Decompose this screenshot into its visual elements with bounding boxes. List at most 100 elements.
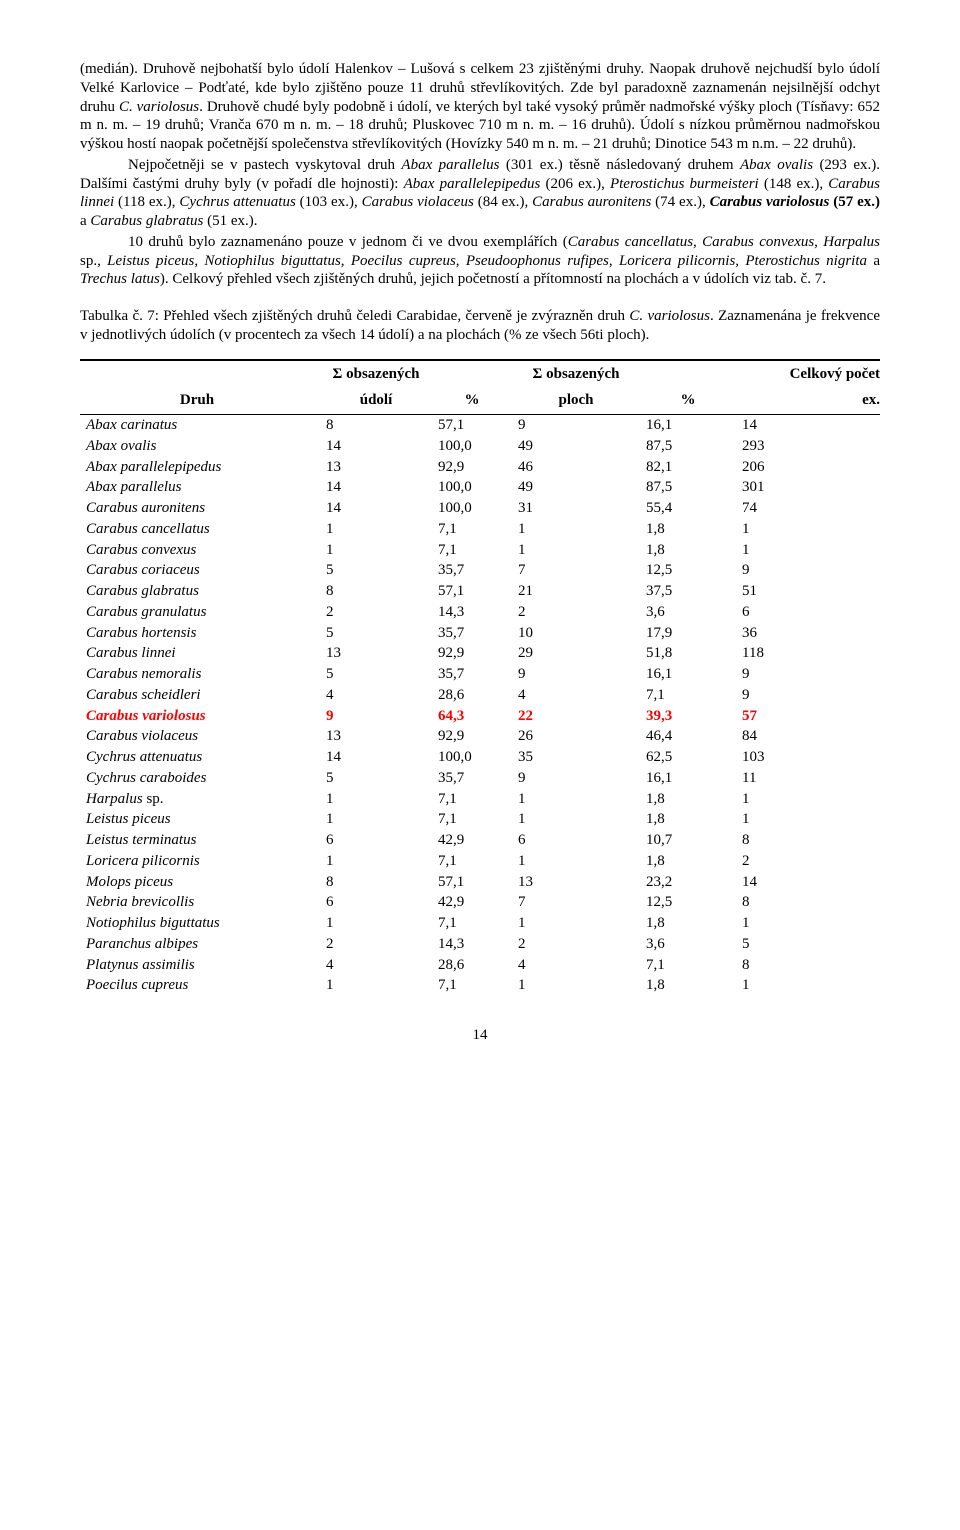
cell-value: 1,8 bbox=[640, 789, 736, 810]
cell-species: Abax parallelus bbox=[80, 477, 320, 498]
th-sum-udoli-2: údolí bbox=[320, 387, 432, 414]
cell-species: Abax ovalis bbox=[80, 436, 320, 457]
table-row: Cychrus attenuatus14100,03562,5103 bbox=[80, 747, 880, 768]
cell-species: Abax parallelepipedus bbox=[80, 457, 320, 478]
cell-value: 7 bbox=[512, 892, 640, 913]
cell-value: 14 bbox=[736, 415, 880, 436]
paragraph-3: 10 druhů bylo zaznamenáno pouze v jednom… bbox=[80, 233, 880, 289]
cell-value: 293 bbox=[736, 436, 880, 457]
cell-value: 23,2 bbox=[640, 872, 736, 893]
cell-value: 92,9 bbox=[432, 457, 512, 478]
cell-value: 7,1 bbox=[432, 789, 512, 810]
cell-species: Carabus coriaceus bbox=[80, 560, 320, 581]
cell-value: 57,1 bbox=[432, 415, 512, 436]
species-list: Carabus cancellatus, Carabus convexus, H… bbox=[568, 234, 880, 250]
cell-value: 7,1 bbox=[640, 685, 736, 706]
cell-value: 7,1 bbox=[432, 519, 512, 540]
table-row: Nebria brevicollis642,9712,58 bbox=[80, 892, 880, 913]
cell-species: Carabus granulatus bbox=[80, 602, 320, 623]
th-pct2: % bbox=[640, 387, 736, 414]
table-body: Abax carinatus857,1916,114Abax ovalis141… bbox=[80, 415, 880, 997]
species-name: C. variolosus bbox=[629, 308, 710, 324]
cell-species: Carabus variolosus bbox=[80, 706, 320, 727]
cell-species: Leistus piceus bbox=[80, 809, 320, 830]
cell-value: 4 bbox=[320, 685, 432, 706]
cell-value: 1 bbox=[736, 975, 880, 996]
text: (148 ex.), bbox=[759, 176, 829, 192]
cell-value: 100,0 bbox=[432, 436, 512, 457]
species-name-highlight: Carabus variolosus bbox=[710, 194, 830, 210]
cell-value: 8 bbox=[736, 955, 880, 976]
cell-value: 10 bbox=[512, 623, 640, 644]
cell-value: 1 bbox=[736, 540, 880, 561]
text: (84 ex.), bbox=[474, 194, 532, 210]
cell-value: 301 bbox=[736, 477, 880, 498]
cell-value: 1 bbox=[320, 809, 432, 830]
cell-value: 9 bbox=[736, 560, 880, 581]
table-row: Abax carinatus857,1916,114 bbox=[80, 415, 880, 436]
cell-value: 16,1 bbox=[640, 768, 736, 789]
cell-value: 2 bbox=[512, 934, 640, 955]
species-name: Pterostichus burmeisteri bbox=[610, 176, 759, 192]
table-row: Molops piceus857,11323,214 bbox=[80, 872, 880, 893]
cell-species: Carabus scheidleri bbox=[80, 685, 320, 706]
cell-value: 64,3 bbox=[432, 706, 512, 727]
cell-value: 5 bbox=[736, 934, 880, 955]
cell-value: 35,7 bbox=[432, 768, 512, 789]
cell-value: 1 bbox=[320, 519, 432, 540]
cell-value: 57 bbox=[736, 706, 880, 727]
table-row: Carabus glabratus857,12137,551 bbox=[80, 581, 880, 602]
cell-value: 84 bbox=[736, 726, 880, 747]
cell-value: 35,7 bbox=[432, 623, 512, 644]
table-row: Carabus convexus17,111,81 bbox=[80, 540, 880, 561]
table-row: Abax parallelepipedus1392,94682,1206 bbox=[80, 457, 880, 478]
cell-species: Carabus auronitens bbox=[80, 498, 320, 519]
th-ex-2: ex. bbox=[736, 387, 880, 414]
cell-value: 1 bbox=[512, 851, 640, 872]
species-name: C. variolosus bbox=[119, 99, 199, 115]
cell-value: 62,5 bbox=[640, 747, 736, 768]
cell-value: 100,0 bbox=[432, 477, 512, 498]
table-row: Leistus terminatus642,9610,78 bbox=[80, 830, 880, 851]
text: (103 ex.), bbox=[296, 194, 362, 210]
table-row: Cychrus caraboides535,7916,111 bbox=[80, 768, 880, 789]
cell-species: Loricera pilicornis bbox=[80, 851, 320, 872]
species-name: Trechus latus bbox=[80, 271, 160, 287]
cell-value: 1 bbox=[512, 519, 640, 540]
cell-value: 5 bbox=[320, 664, 432, 685]
th-druh: Druh bbox=[80, 387, 320, 414]
text: (206 ex.), bbox=[540, 176, 610, 192]
cell-value: 13 bbox=[320, 643, 432, 664]
cell-value: 14 bbox=[320, 747, 432, 768]
cell-value: 21 bbox=[512, 581, 640, 602]
cell-value: 1,8 bbox=[640, 519, 736, 540]
cell-value: 12,5 bbox=[640, 560, 736, 581]
cell-species: Abax carinatus bbox=[80, 415, 320, 436]
text: a bbox=[80, 213, 90, 229]
th-sum-ploch-2: ploch bbox=[512, 387, 640, 414]
table-row: Carabus granulatus214,323,66 bbox=[80, 602, 880, 623]
page-number: 14 bbox=[80, 1026, 880, 1045]
cell-species: Carabus nemoralis bbox=[80, 664, 320, 685]
cell-value: 39,3 bbox=[640, 706, 736, 727]
cell-species: Harpalus sp. bbox=[80, 789, 320, 810]
cell-value: 1 bbox=[736, 519, 880, 540]
cell-value: 5 bbox=[320, 623, 432, 644]
cell-value: 1,8 bbox=[640, 540, 736, 561]
cell-value: 49 bbox=[512, 436, 640, 457]
table-row: Carabus scheidleri428,647,19 bbox=[80, 685, 880, 706]
cell-value: 1,8 bbox=[640, 809, 736, 830]
cell-value: 13 bbox=[320, 457, 432, 478]
cell-value: 51,8 bbox=[640, 643, 736, 664]
cell-value: 100,0 bbox=[432, 498, 512, 519]
th-sum-ploch-1: Σ obsazených bbox=[512, 360, 640, 388]
cell-value: 31 bbox=[512, 498, 640, 519]
text: (51 ex.). bbox=[203, 213, 257, 229]
text: (301 ex.) těsně následovaný druhem bbox=[499, 157, 739, 173]
cell-value: 7,1 bbox=[432, 975, 512, 996]
cell-value: 1 bbox=[512, 540, 640, 561]
cell-species: Carabus linnei bbox=[80, 643, 320, 664]
table-row: Carabus nemoralis535,7916,19 bbox=[80, 664, 880, 685]
cell-value: 6 bbox=[320, 830, 432, 851]
text: . Druhově chudé byly podobně i údolí, ve… bbox=[80, 99, 880, 153]
